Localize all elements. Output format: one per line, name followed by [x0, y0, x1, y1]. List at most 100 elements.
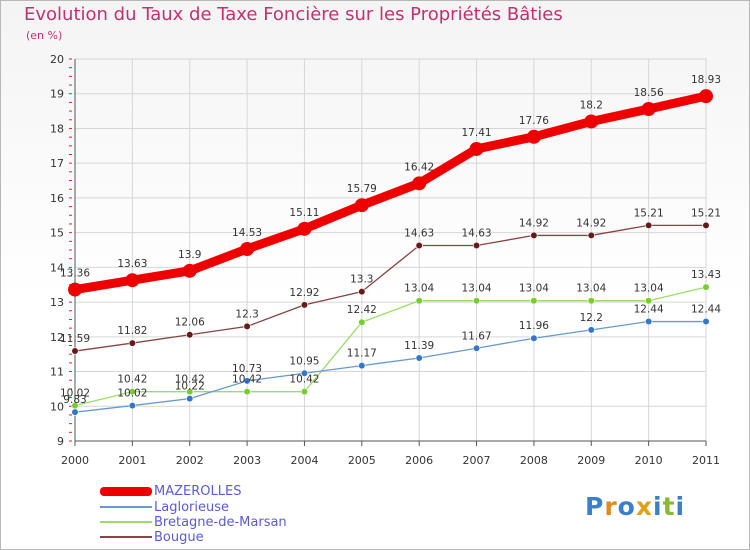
data-label: 15.21	[691, 207, 721, 219]
data-point	[702, 283, 710, 291]
data-point	[526, 129, 541, 144]
y-tick-label: 19	[50, 88, 64, 101]
x-tick-label: 2000	[61, 454, 89, 467]
logo-letter: P	[585, 492, 605, 521]
data-point	[128, 388, 136, 396]
data-label: 9.83	[63, 394, 86, 406]
legend-item-bougue: Bougue	[100, 529, 204, 545]
data-label: 14.63	[404, 227, 434, 239]
x-tick-label: 2004	[290, 454, 318, 467]
data-label: 13.04	[404, 283, 434, 295]
data-label: 12.44	[634, 304, 664, 316]
y-tick-label: 15	[50, 227, 64, 240]
legend-swatch	[100, 486, 152, 496]
data-point	[587, 297, 595, 305]
y-tick-label: 16	[50, 192, 64, 205]
proxiti-logo: Proxiti	[585, 492, 685, 521]
legend-swatch	[100, 536, 152, 538]
data-point	[186, 395, 194, 403]
data-point	[472, 241, 481, 250]
data-label: 11.59	[60, 333, 90, 345]
data-point	[469, 141, 484, 156]
data-point	[530, 334, 538, 342]
x-tick-label: 2001	[118, 454, 146, 467]
logo-letter: t	[662, 492, 676, 521]
data-label: 11.67	[462, 330, 492, 342]
data-point	[128, 401, 136, 410]
data-point	[186, 331, 194, 339]
data-point	[415, 354, 423, 362]
logo-letter: o	[617, 492, 636, 521]
data-label: 17.76	[519, 115, 549, 127]
data-point	[530, 297, 538, 305]
chart-unit-label: (en %)	[26, 29, 63, 42]
data-label: 18.2	[580, 100, 603, 112]
data-label: 12.06	[175, 317, 205, 329]
legend-label: Bretagne-de-Marsan	[154, 514, 287, 530]
data-label: 10.42	[175, 374, 205, 386]
data-label: 16.42	[404, 161, 434, 173]
y-tick-label: 18	[50, 122, 64, 135]
y-tick-label: 9	[57, 435, 64, 448]
legend-label: Bougue	[154, 529, 204, 545]
data-label: 13.3	[350, 274, 373, 286]
data-label: 12.2	[580, 312, 603, 324]
data-point	[702, 221, 710, 229]
data-label: 11.39	[404, 340, 434, 352]
data-point	[645, 297, 653, 305]
data-label: 11.17	[347, 348, 377, 360]
x-tick-label: 2007	[463, 454, 491, 467]
legend-swatch	[100, 506, 152, 508]
data-point	[584, 114, 599, 129]
series-bougue	[71, 221, 710, 355]
data-label: 13.36	[60, 268, 90, 280]
data-point	[128, 339, 136, 347]
data-label: 13.43	[691, 269, 721, 281]
data-label: 13.04	[576, 283, 606, 295]
logo-letter: i	[653, 492, 663, 521]
data-point	[587, 326, 595, 334]
data-point	[358, 288, 366, 296]
data-point	[71, 347, 79, 355]
data-label: 12.44	[691, 304, 721, 316]
data-label: 10.42	[289, 374, 319, 386]
logo-letter: i	[675, 492, 686, 521]
data-label: 15.79	[347, 183, 377, 195]
data-point	[415, 297, 423, 305]
data-label: 12.42	[347, 304, 377, 316]
data-label: 10.02	[60, 388, 90, 400]
data-point	[243, 377, 251, 385]
legend-label: MAZEROLLES	[154, 483, 242, 499]
data-label: 10.22	[175, 381, 205, 393]
legend-item-bretagne-de-marsan: Bretagne-de-Marsan	[100, 514, 287, 530]
data-point	[702, 317, 710, 326]
data-point	[415, 241, 423, 250]
series-laglorieuse	[71, 317, 710, 416]
data-point	[530, 231, 538, 240]
series-line	[74, 320, 706, 413]
x-tick-label: 2003	[233, 454, 261, 467]
data-label: 13.04	[462, 283, 492, 295]
data-label: 13.9	[178, 249, 201, 261]
data-label: 10.02	[117, 388, 147, 400]
data-point	[71, 408, 79, 416]
series-line	[74, 286, 707, 407]
data-label: 10.95	[289, 355, 319, 367]
data-label: 14.53	[232, 227, 262, 239]
logo-letter: x	[635, 492, 653, 521]
data-point	[182, 263, 197, 278]
data-point	[68, 282, 82, 297]
data-point	[645, 221, 653, 229]
data-point	[472, 297, 481, 305]
x-tick-label: 2009	[577, 454, 605, 467]
data-point	[699, 89, 713, 104]
data-point	[645, 317, 653, 326]
data-label: 15.11	[289, 207, 319, 219]
data-label: 11.96	[519, 320, 549, 332]
data-point	[587, 231, 595, 240]
y-tick-label: 12	[50, 331, 64, 344]
y-tick-label: 13	[50, 296, 64, 309]
data-label: 13.04	[519, 283, 549, 295]
data-label: 14.92	[519, 217, 549, 229]
